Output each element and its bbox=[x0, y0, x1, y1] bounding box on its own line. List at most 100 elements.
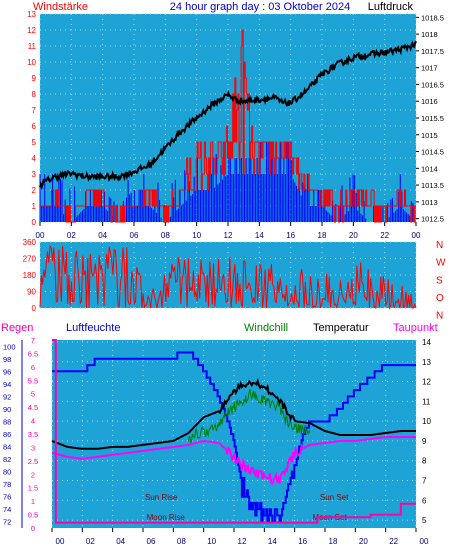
legend-taupunkt: Taupunkt bbox=[393, 322, 438, 334]
sun-moon-annotation: Sun Rise bbox=[145, 493, 178, 502]
rain-tick-label: 0.5 bbox=[28, 511, 38, 520]
dewpoint-line bbox=[51, 436, 416, 486]
temp-tick-label: 11 bbox=[422, 397, 431, 406]
rain-tick-label: 1.5 bbox=[28, 484, 38, 493]
rain-tick-label: 0 bbox=[31, 524, 35, 533]
humidity-tick-label: 74 bbox=[3, 505, 11, 514]
p1-right-tick-label: 1016 bbox=[421, 97, 438, 106]
p2-tick-label: 180 bbox=[23, 271, 37, 280]
humidity-tick-label: 82 bbox=[3, 455, 11, 464]
p3-x-tick-label: 20 bbox=[359, 537, 368, 546]
p1-x-tick-label: 04 bbox=[98, 231, 107, 240]
temp-tick-label: 9 bbox=[422, 437, 427, 446]
p1-right-tick-label: 1013.5 bbox=[421, 181, 444, 190]
p1-right-tick-label: 1014 bbox=[421, 164, 438, 173]
p3-x-tick-label: 06 bbox=[147, 537, 156, 546]
temperature-line bbox=[51, 378, 416, 450]
p3-x-tick-label: 08 bbox=[177, 537, 186, 546]
rain-tick-label: 4 bbox=[31, 417, 35, 426]
p1-right-tick-label: 1018 bbox=[421, 30, 438, 39]
compass-label: O bbox=[436, 293, 444, 304]
humidity-tick-label: 96 bbox=[3, 367, 11, 376]
rain-tick-label: 6.5 bbox=[28, 349, 38, 358]
rain-line bbox=[52, 339, 416, 524]
p1-x-tick-label: 22 bbox=[380, 231, 389, 240]
p1-right-tick-label: 1013 bbox=[421, 198, 438, 207]
rain-tick-label: 4.5 bbox=[28, 403, 38, 412]
rain-tick-label: 3 bbox=[31, 443, 35, 452]
right-axis-title: Luftdruck bbox=[368, 1, 414, 13]
rain-tick-label: 5 bbox=[31, 390, 35, 399]
p3-x-tick-label: 12 bbox=[238, 537, 247, 546]
p1-x-tick-label: 14 bbox=[255, 231, 264, 240]
p1-x-tick-label: 08 bbox=[161, 231, 170, 240]
wind-speed-line bbox=[40, 29, 416, 223]
temp-tick-label: 12 bbox=[422, 378, 431, 387]
humidity-tick-label: 86 bbox=[3, 430, 11, 439]
p1-x-tick-label: 06 bbox=[130, 231, 139, 240]
temp-tick-label: 6 bbox=[422, 496, 427, 505]
p1-right-tick-label: 1017.5 bbox=[421, 47, 444, 56]
p3-x-tick-label: 00 bbox=[420, 537, 429, 546]
humidity-tick-label: 90 bbox=[3, 405, 11, 414]
humidity-tick-label: 76 bbox=[3, 493, 11, 502]
p1-left-tick-label: 5 bbox=[32, 138, 37, 147]
p1-left-tick-label: 7 bbox=[32, 106, 37, 115]
p3-x-tick-label: 22 bbox=[389, 537, 398, 546]
temp-tick-label: 13 bbox=[422, 358, 431, 367]
p1-right-tick-label: 1012.5 bbox=[421, 215, 444, 224]
p1-left-tick-label: 13 bbox=[27, 10, 36, 19]
p1-x-tick-label: 00 bbox=[412, 231, 421, 240]
temp-tick-label: 10 bbox=[422, 417, 431, 426]
humidity-tick-label: 80 bbox=[3, 468, 11, 477]
legend-windchill: Windchill bbox=[244, 322, 288, 334]
p3-x-tick-label: 04 bbox=[116, 537, 125, 546]
p1-left-tick-label: 2 bbox=[32, 186, 37, 195]
sun-moon-annotation: Moon Rise bbox=[147, 513, 186, 522]
compass-label: N bbox=[436, 240, 443, 251]
rain-tick-label: 1 bbox=[31, 497, 35, 506]
p1-x-tick-label: 12 bbox=[224, 231, 233, 240]
temp-tick-label: 14 bbox=[422, 338, 431, 347]
p1-right-tick-label: 1015 bbox=[421, 131, 438, 140]
p1-right-tick-label: 1014.5 bbox=[421, 148, 444, 157]
p1-x-tick-label: 16 bbox=[286, 231, 295, 240]
p1-left-tick-label: 0 bbox=[32, 218, 37, 227]
humidity-tick-label: 78 bbox=[3, 480, 11, 489]
wind-direction-line bbox=[39, 244, 417, 310]
legend-regen: Regen bbox=[1, 322, 33, 334]
temp-tick-label: 8 bbox=[422, 457, 427, 466]
p1-left-tick-label: 4 bbox=[32, 154, 37, 163]
rain-tick-label: 2.5 bbox=[28, 457, 38, 466]
humidity-tick-label: 98 bbox=[3, 355, 11, 364]
rain-tick-label: 5.5 bbox=[28, 376, 38, 385]
p1-left-tick-label: 12 bbox=[27, 26, 36, 35]
p3-x-tick-label: 02 bbox=[86, 537, 95, 546]
p3-x-tick-label: 10 bbox=[207, 537, 216, 546]
p3-x-tick-label: 18 bbox=[329, 537, 338, 546]
humidity-tick-label: 94 bbox=[3, 380, 11, 389]
chart-title: 24 hour graph day : 03 Oktober 2024 bbox=[170, 1, 350, 13]
p1-left-tick-label: 11 bbox=[28, 42, 37, 51]
p3-x-tick-label: 00 bbox=[56, 537, 65, 546]
humidity-tick-label: 100 bbox=[3, 342, 16, 351]
wind-pressure-series bbox=[39, 29, 417, 223]
p1-right-tick-label: 1015.5 bbox=[421, 114, 444, 123]
humidity-tick-label: 92 bbox=[3, 392, 11, 401]
humidity-tick-label: 72 bbox=[3, 518, 11, 527]
p1-left-tick-label: 3 bbox=[32, 170, 37, 179]
p1-left-tick-label: 6 bbox=[32, 122, 37, 131]
compass-label: S bbox=[436, 275, 443, 286]
legend-luftfeuchte: Luftfeuchte bbox=[66, 322, 120, 334]
windchill-line bbox=[188, 388, 311, 445]
rain-tick-label: 6 bbox=[31, 363, 35, 372]
axes-labels: 00 02 04 06 08 10 12 14 16 18 20 22 0001234567891011… bbox=[3, 10, 446, 546]
left-axis-title: Windstärke bbox=[33, 1, 88, 13]
p2-tick-label: 270 bbox=[23, 255, 37, 264]
p1-x-tick-label: 10 bbox=[192, 231, 201, 240]
p3-x-tick-label: 14 bbox=[268, 537, 277, 546]
p2-tick-label: 360 bbox=[23, 238, 37, 247]
